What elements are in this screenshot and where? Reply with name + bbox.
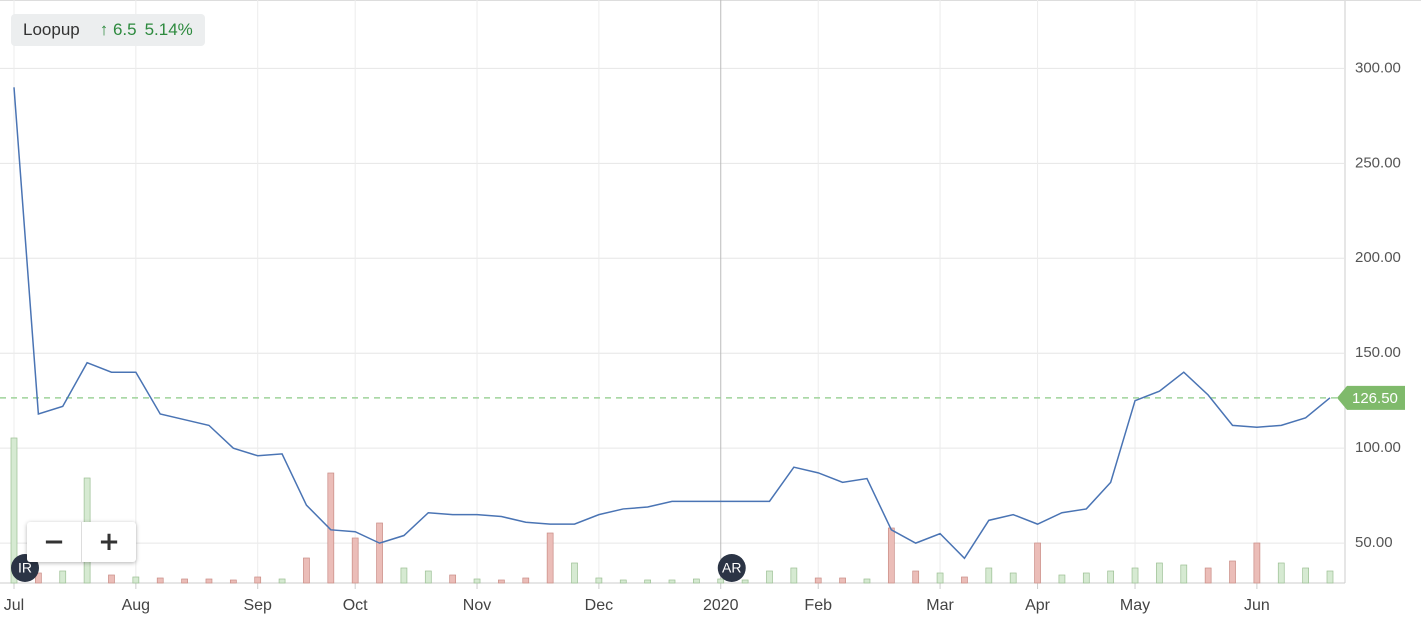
volume-bar <box>1302 567 1309 584</box>
y-tick-label: 150.00 <box>1355 344 1401 361</box>
x-tick-label: Feb <box>804 597 832 614</box>
zoom-controls: − + <box>27 522 136 562</box>
volume-bar <box>1277 562 1285 584</box>
last-price-tag <box>1337 385 1405 410</box>
volume-bar <box>790 567 798 584</box>
x-tick-label: Jul <box>4 597 24 614</box>
title: Loopup <box>23 20 80 39</box>
x-tick-label: Nov <box>463 597 491 614</box>
volume-bar <box>400 567 408 584</box>
volume-bar <box>229 579 237 584</box>
volume-bar <box>1082 572 1090 584</box>
volume-bar <box>668 579 676 584</box>
volume-bar <box>424 570 432 584</box>
volume-bar <box>644 579 651 584</box>
volume-bar <box>693 578 700 584</box>
y-tick-label: 200.00 <box>1355 249 1401 266</box>
volume-bar <box>1204 567 1212 584</box>
change-pct: 5.14% <box>144 20 193 39</box>
x-tick-label: Mar <box>926 597 954 614</box>
volume-bar <box>571 562 578 584</box>
volume-bar <box>522 577 530 584</box>
x-tick-label: May <box>1120 597 1150 614</box>
volume-bar <box>766 570 773 584</box>
volume-bar <box>156 577 164 584</box>
event-label: IR <box>18 560 32 576</box>
volume-bar <box>936 572 944 584</box>
change: ↑ 6.5 <box>99 20 137 39</box>
volume-bar <box>1326 570 1334 584</box>
volume-bar <box>1180 564 1188 584</box>
volume-bar <box>1156 562 1163 584</box>
y-tick-label: 300.00 <box>1355 59 1401 76</box>
volume-bar <box>1107 570 1115 584</box>
volume-bar <box>1229 560 1236 584</box>
volume-bar <box>619 579 627 584</box>
volume-bar <box>498 579 505 584</box>
volume-bar <box>254 576 262 584</box>
volume-bar <box>887 527 895 584</box>
volume-bar <box>863 578 871 584</box>
x-tick-label: Jun <box>1244 597 1270 614</box>
zoom-in[interactable]: + <box>81 522 136 562</box>
zoom-out[interactable]: − <box>27 522 81 562</box>
volume-bar <box>839 577 846 584</box>
volume-bar <box>1058 574 1066 584</box>
volume-bar <box>132 576 140 584</box>
header: Loopup ↑ 6.5 5.14% <box>11 14 205 46</box>
volume-bar <box>181 578 188 584</box>
y-tick-label: 50.00 <box>1355 534 1393 551</box>
volume-bar <box>278 578 286 584</box>
volume-bar <box>303 557 310 584</box>
volume-bar <box>449 574 457 584</box>
volume-bar <box>1253 542 1261 584</box>
volume-bar <box>741 579 749 584</box>
x-tick-label: Aug <box>122 597 150 614</box>
volume-bar <box>108 574 115 584</box>
y-tick-label: 250.00 <box>1355 154 1401 171</box>
volume-bar <box>717 578 725 584</box>
volume-bar <box>1131 567 1139 584</box>
volume-bar <box>473 578 481 584</box>
price-line <box>13 87 1331 560</box>
x-tick-label: Sep <box>243 597 272 614</box>
volume-bar <box>1009 572 1017 584</box>
event-label: AR <box>722 560 741 576</box>
x-tick-label: Dec <box>585 597 613 614</box>
x-tick-label: Apr <box>1025 597 1051 614</box>
x-tick-label: Oct <box>343 597 368 614</box>
volume-bar <box>1034 542 1041 584</box>
volume-bar <box>205 578 213 584</box>
volume-bar <box>10 437 18 584</box>
volume-bar <box>985 567 993 584</box>
x-tick-label: 2020 <box>703 597 739 614</box>
volume-bar <box>351 537 359 584</box>
volume-bar <box>35 572 42 584</box>
event-marker <box>717 554 746 582</box>
volume-bar <box>376 522 383 584</box>
volume-bar <box>546 532 554 584</box>
volume-bar <box>961 576 968 584</box>
last-price-label: 126.50 <box>1352 390 1398 407</box>
volume-bar <box>327 472 335 584</box>
volume-bar <box>814 577 822 584</box>
volume-bar <box>59 570 67 584</box>
volume-bar <box>912 570 920 584</box>
y-tick-label: 100.00 <box>1355 439 1401 456</box>
volume-bar <box>595 577 603 584</box>
